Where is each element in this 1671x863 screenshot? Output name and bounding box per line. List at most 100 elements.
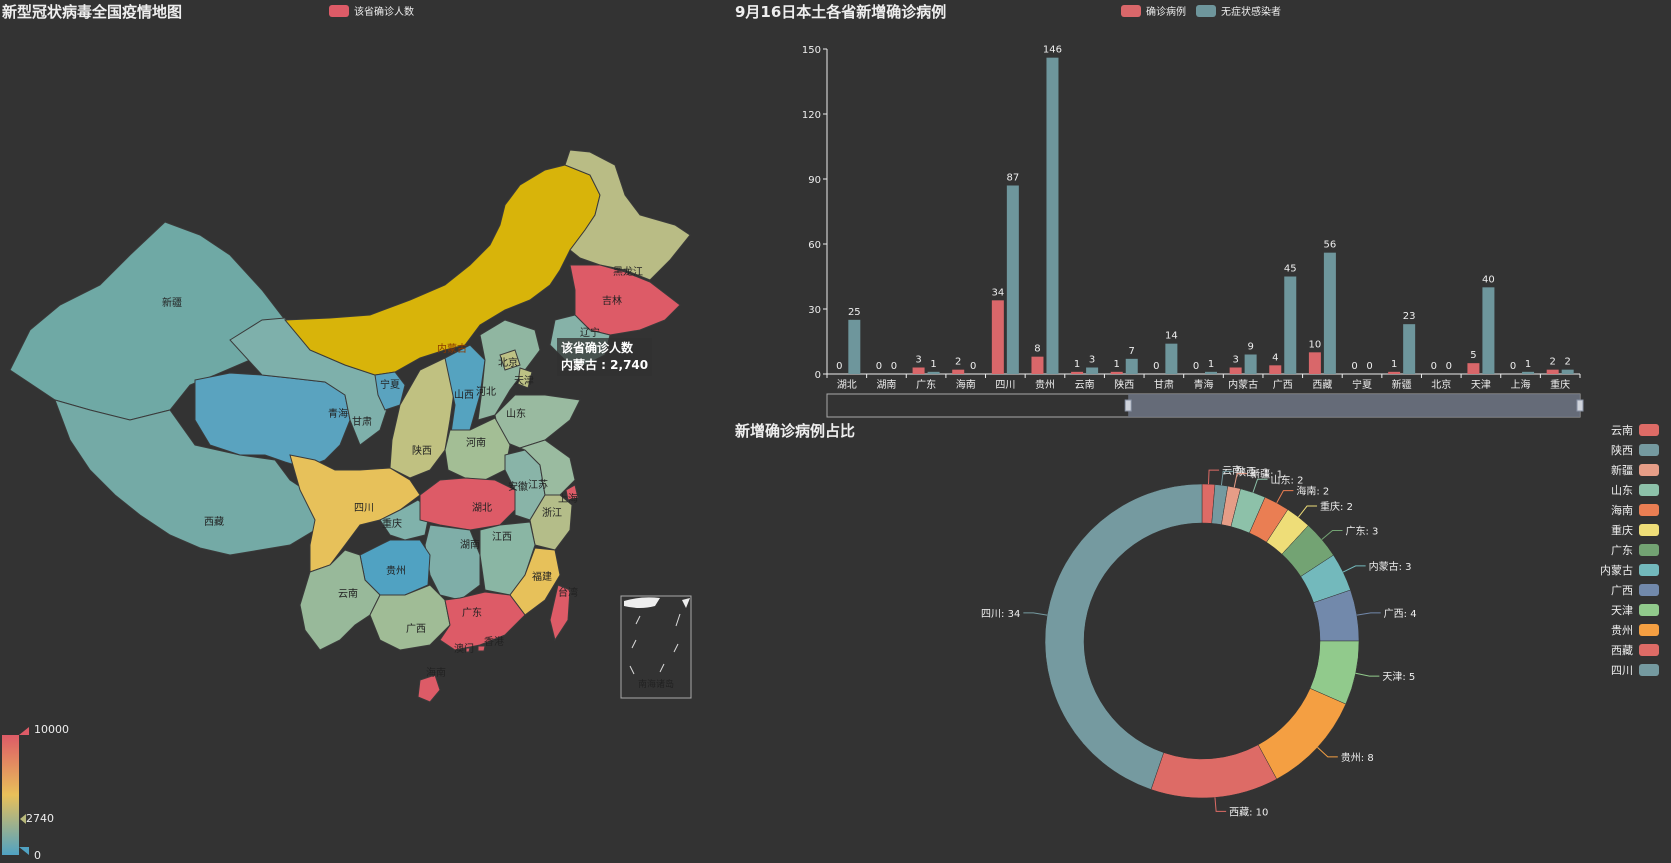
bar-legend[interactable]: 确诊病例 无症状感染者 <box>1121 3 1291 18</box>
bar[interactable] <box>1031 356 1044 374</box>
pie-slice-label: 新疆: 1 <box>1250 468 1283 481</box>
bar[interactable] <box>1244 354 1257 375</box>
visual-map-handle-top[interactable] <box>19 727 29 735</box>
bar[interactable] <box>1323 252 1336 374</box>
bar[interactable] <box>927 371 940 374</box>
pie-legend-item[interactable]: 天津 <box>1600 600 1659 620</box>
bar-legend-item-confirmed[interactable]: 确诊病例 <box>1121 3 1186 18</box>
pie-legend-item[interactable]: 新疆 <box>1600 460 1659 480</box>
x-tick-label: 宁夏 <box>1352 378 1372 391</box>
province-jilin[interactable] <box>569 264 681 336</box>
province-taiwan[interactable] <box>549 584 571 642</box>
bar[interactable] <box>1110 371 1123 374</box>
pie-legend-item[interactable]: 广东 <box>1600 540 1659 560</box>
pie-slice[interactable] <box>1044 483 1203 790</box>
china-map[interactable]: 新疆 西藏 青海 甘肃 宁夏 内蒙古 黑龙江 吉林 辽宁 北京 天津 河北 山西… <box>0 0 730 863</box>
pie-legend-item[interactable]: 陕西 <box>1600 440 1659 460</box>
pie-label-line <box>1355 672 1380 677</box>
pie-legend-item[interactable]: 海南 <box>1600 500 1659 520</box>
province-macau[interactable] <box>465 647 471 653</box>
province-hongkong[interactable] <box>477 645 486 652</box>
pie-legend-swatch <box>1639 544 1659 556</box>
province-chongqing[interactable] <box>379 499 431 541</box>
pie-legend-item[interactable]: 山东 <box>1600 480 1659 500</box>
pie-legend-label: 四川 <box>1611 664 1633 677</box>
pie-legend-item[interactable]: 贵州 <box>1600 620 1659 640</box>
pie-legend-label: 天津 <box>1611 604 1633 617</box>
pie-slice-label: 重庆: 2 <box>1320 500 1353 513</box>
bar[interactable] <box>1229 367 1242 375</box>
label-anhui: 安徽 <box>508 480 528 493</box>
x-tick-label: 甘肃 <box>1154 378 1174 391</box>
bar[interactable] <box>1482 287 1495 374</box>
x-tick-label: 上海 <box>1511 378 1531 391</box>
bar[interactable] <box>1125 358 1138 374</box>
visual-map-handle-bottom[interactable] <box>19 847 29 855</box>
bar[interactable] <box>1522 371 1535 374</box>
province-hainan[interactable] <box>417 674 441 703</box>
province-shanghai[interactable] <box>565 484 579 501</box>
province-zhejiang[interactable] <box>529 494 573 551</box>
bar-legend-item-asymptomatic[interactable]: 无症状感染者 <box>1196 3 1281 18</box>
label-liaoning: 辽宁 <box>580 326 600 339</box>
province-beijing[interactable] <box>499 349 521 371</box>
label-beijing: 北京 <box>498 356 518 369</box>
bar[interactable] <box>848 319 861 374</box>
pie-legend-item[interactable]: 四川 <box>1600 660 1659 680</box>
x-tick-label: 天津 <box>1471 379 1491 391</box>
bar[interactable] <box>1388 371 1401 374</box>
bar-data-label: 10 <box>1309 339 1322 350</box>
province-xizang[interactable] <box>54 399 321 556</box>
bar[interactable] <box>1071 371 1084 374</box>
label-gansu: 甘肃 <box>352 415 372 428</box>
bar[interactable] <box>952 369 965 374</box>
bar[interactable] <box>1205 371 1217 374</box>
bar-data-label: 1 <box>1391 359 1397 370</box>
bar[interactable] <box>1561 369 1574 374</box>
pie-slice[interactable] <box>1257 688 1347 780</box>
label-xinjiang: 新疆 <box>162 296 182 309</box>
datazoom-selection[interactable] <box>1128 394 1580 417</box>
pie-slice[interactable] <box>1150 744 1278 799</box>
bar[interactable] <box>1046 57 1059 375</box>
bar[interactable] <box>912 367 925 375</box>
datazoom-handle[interactable] <box>1124 399 1132 412</box>
bar[interactable] <box>1165 343 1178 374</box>
bar[interactable] <box>1284 276 1297 375</box>
pie-label-line <box>1252 478 1268 493</box>
bar[interactable] <box>1467 363 1480 374</box>
x-tick-label: 重庆 <box>1550 378 1570 391</box>
pie-legend-item[interactable]: 内蒙古 <box>1600 560 1659 580</box>
pie-slice-label: 广东: 3 <box>1345 524 1378 537</box>
province-shanxi[interactable] <box>444 344 486 441</box>
bar-data-label: 0 <box>1431 361 1437 372</box>
datazoom-handle[interactable] <box>1576 399 1584 412</box>
bar[interactable] <box>991 300 1004 374</box>
bar[interactable] <box>1086 367 1099 375</box>
province-tianjin[interactable] <box>517 367 533 389</box>
bar[interactable] <box>1006 185 1019 375</box>
map-legend[interactable]: 该省确诊人数 <box>329 3 414 18</box>
bar[interactable] <box>1308 352 1321 374</box>
pie-legend-item[interactable]: 西藏 <box>1600 640 1659 660</box>
label-hainan: 海南 <box>426 666 446 679</box>
label-shanghai: 上海 <box>558 492 578 505</box>
pie-legend-item[interactable]: 广西 <box>1600 580 1659 600</box>
bar[interactable] <box>1546 369 1559 374</box>
visual-map-bar[interactable] <box>2 735 19 855</box>
x-tick-label: 湖北 <box>837 379 857 391</box>
bar-data-label: 3 <box>1089 355 1095 366</box>
province-fujian[interactable] <box>509 547 561 616</box>
x-tick-label: 新疆 <box>1392 378 1412 391</box>
province-hebei[interactable] <box>477 319 541 421</box>
bar-data-label: 25 <box>848 307 861 318</box>
province-heilongjiang[interactable] <box>564 149 691 281</box>
pie-legend-item[interactable]: 重庆 <box>1600 520 1659 540</box>
bar[interactable] <box>1403 324 1416 374</box>
x-tick-label: 海南 <box>956 378 976 391</box>
pie-legend-item[interactable]: 云南 <box>1600 420 1659 440</box>
province-guangdong[interactable] <box>439 591 526 651</box>
visual-map[interactable] <box>2 727 29 855</box>
bar[interactable] <box>1269 365 1282 374</box>
pie-legend[interactable]: 云南 陕西 新疆 山东 海南 重庆 广东 内蒙古 广西天津贵州 西藏四川 <box>1600 420 1659 680</box>
